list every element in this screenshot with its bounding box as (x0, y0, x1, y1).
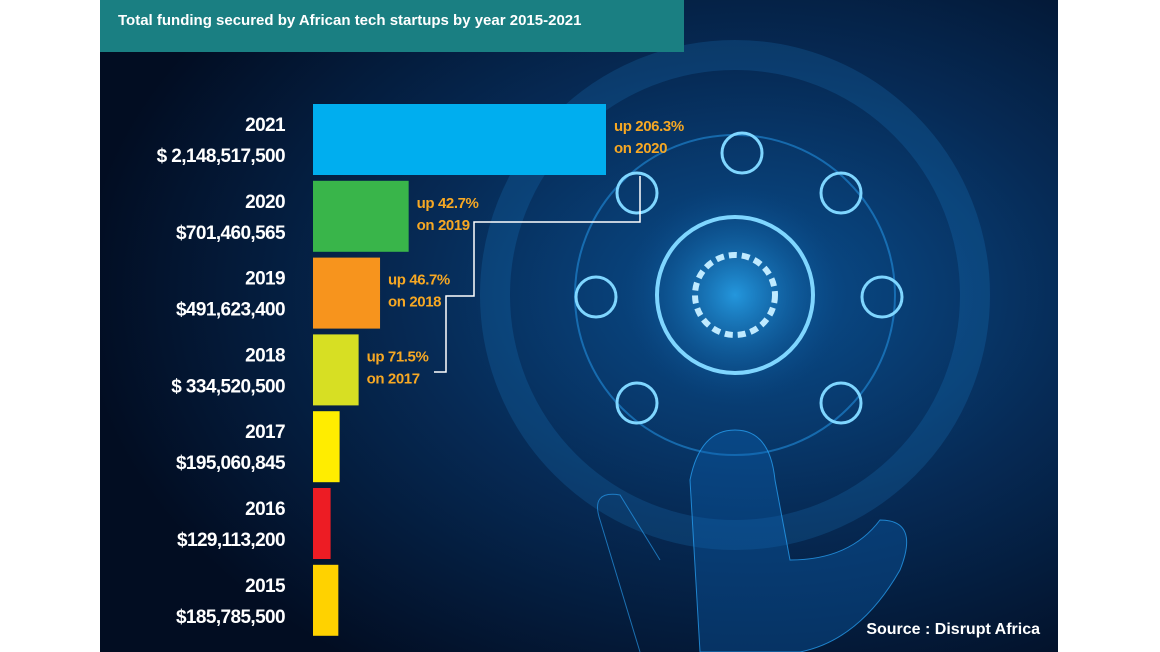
value-label: $185,785,500 (176, 607, 285, 628)
annotation: up 71.5% (367, 348, 429, 365)
category-label: 2020 (245, 192, 285, 213)
annotation: up 42.7% (417, 195, 479, 212)
bar (313, 411, 340, 483)
annotation: on 2017 (367, 370, 420, 387)
value-label: $491,623,400 (176, 300, 285, 321)
bar (313, 180, 409, 252)
value-label: $129,113,200 (177, 530, 285, 551)
category-label: 2015 (245, 576, 286, 597)
value-label: $195,060,845 (176, 453, 286, 474)
annotation: up 206.3% (614, 118, 684, 135)
source: Source : Disrupt Africa (866, 621, 1040, 638)
annotation: up 46.7% (388, 272, 450, 289)
bar (313, 488, 331, 559)
decoration (480, 40, 990, 652)
annotation: on 2019 (417, 217, 470, 234)
category-label: 2017 (245, 422, 285, 443)
value-label: $ 334,520,500 (171, 376, 285, 397)
bar (313, 564, 339, 636)
category-label: 2016 (245, 499, 285, 520)
bar (313, 104, 606, 175)
annotation: on 2018 (388, 294, 441, 311)
category-label: 2019 (245, 269, 285, 290)
bar (313, 334, 359, 406)
annotation: on 2020 (614, 140, 667, 157)
category-label: 2018 (245, 345, 285, 366)
bar (313, 257, 381, 329)
value-label: $ 2,148,517,500 (157, 146, 285, 167)
value-label: $701,460,565 (176, 223, 286, 244)
connector (434, 176, 641, 373)
category-label: 2021 (245, 115, 286, 136)
chart-title: Total funding secured by African tech st… (118, 12, 581, 29)
title-banner (100, 0, 684, 52)
